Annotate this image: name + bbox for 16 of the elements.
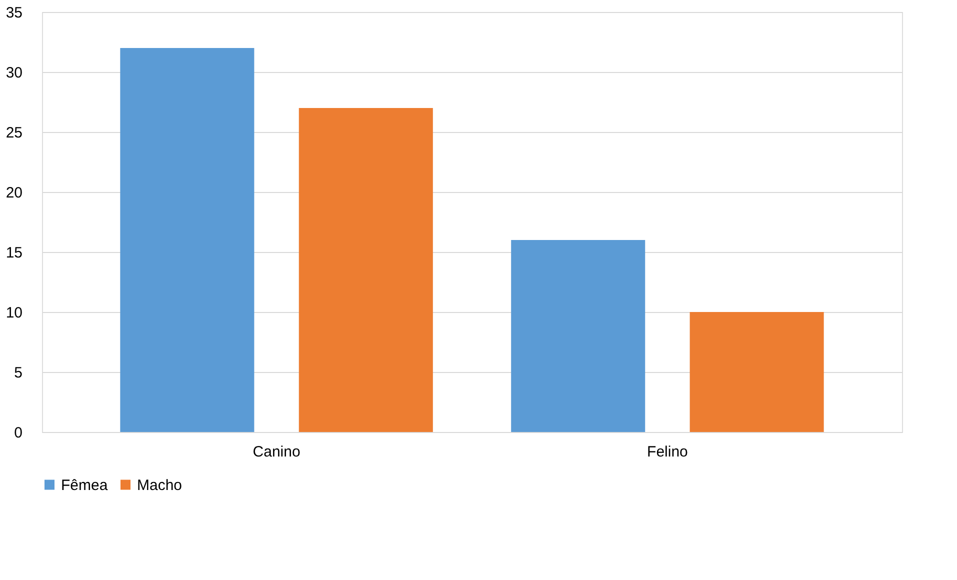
y-tick-label: 30 (6, 64, 22, 82)
y-tick-label: 10 (6, 304, 22, 322)
legend-label: Macho (137, 476, 182, 494)
bar (298, 108, 433, 432)
bar (120, 48, 254, 432)
y-tick-label: 15 (6, 244, 22, 262)
x-tick-label: Canino (252, 444, 300, 460)
y-tick-label: 35 (6, 4, 22, 22)
bar (511, 240, 646, 432)
y-tick-label: 25 (6, 124, 22, 142)
x-tick-label: Felino (647, 444, 688, 460)
legend-label: Fêmea (61, 476, 108, 494)
bar (690, 312, 824, 432)
y-tick-label: 20 (6, 184, 22, 202)
y-tick-label: 5 (14, 364, 22, 382)
y-tick-label: 0 (14, 424, 22, 442)
